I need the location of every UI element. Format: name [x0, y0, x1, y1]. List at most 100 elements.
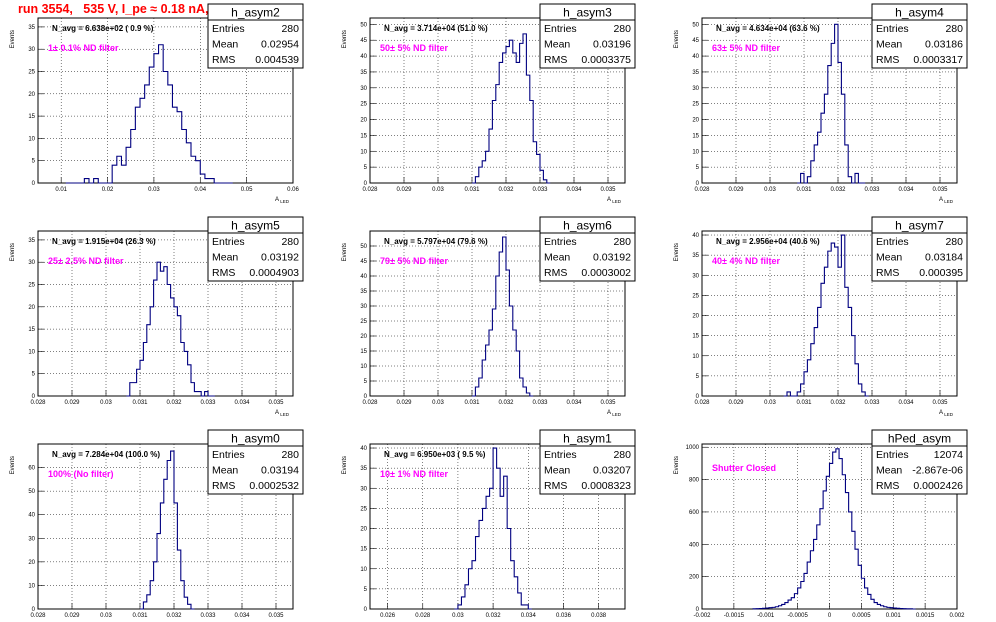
- filter-label: 79± 5% ND filter: [380, 256, 448, 266]
- histogram-panel: 0 10 20 30 40 50 60 0.028 0.029 0.03 0.031 0.032 0.0…: [10, 429, 304, 619]
- x-axis-label-subscript: LED: [943, 199, 954, 204]
- stats-box-frame: [871, 3, 968, 69]
- x-tick-label: 0.03: [432, 187, 444, 193]
- x-tick-label: 0.031: [464, 187, 480, 193]
- stats-title: h_asym7: [895, 219, 944, 233]
- y-tick-label: 50: [692, 22, 699, 28]
- y-tick-label: 0: [696, 181, 700, 187]
- navg-label: N_avg = 1.915e+04 (26.3 %): [52, 237, 156, 246]
- y-tick-label: 200: [689, 575, 700, 581]
- stats-label: RMS: [212, 267, 235, 279]
- x-tick-label: 0.035: [932, 400, 948, 406]
- x-tick-label: 0.001: [886, 613, 902, 619]
- stats-value: 280: [613, 236, 631, 248]
- x-axis-label-subscript: LED: [611, 199, 622, 204]
- x-tick-label: 0.029: [64, 613, 80, 619]
- y-axis-label: Events: [342, 30, 348, 48]
- navg-label: N_avg = 2.956e+04 (40.6 %): [716, 237, 820, 246]
- stats-label: Mean: [212, 39, 238, 51]
- histogram-line: [65, 44, 233, 184]
- x-tick-label: 0.03: [100, 613, 112, 619]
- y-tick-label: 15: [28, 114, 35, 120]
- x-tick-label: 0.028: [362, 400, 378, 406]
- stats-label: Mean: [544, 465, 570, 477]
- x-tick-label: 0.02: [102, 187, 114, 193]
- y-axis-label: Events: [674, 243, 680, 261]
- stats-box-frame: [207, 216, 304, 282]
- x-tick-label: 0.032: [498, 187, 514, 193]
- stats-value: 0.000395: [919, 267, 963, 279]
- histogram-line: [472, 33, 551, 184]
- y-tick-label: 5: [364, 587, 368, 593]
- stats-value: 0.0003317: [913, 54, 963, 66]
- x-tick-label: 0.034: [234, 400, 250, 406]
- y-tick-label: 800: [689, 478, 700, 484]
- y-tick-label: 40: [360, 274, 367, 280]
- stats-value: 280: [281, 236, 299, 248]
- y-tick-label: 1000: [686, 445, 700, 451]
- y-tick-label: 10: [360, 364, 367, 370]
- stats-box: h_asym7 Entries 280 Mean 0.03184 RMS 0.000395: [871, 216, 968, 282]
- x-tick-label: 0.031: [796, 400, 812, 406]
- x-tick-label: 0.028: [694, 400, 710, 406]
- y-tick-label: 15: [360, 349, 367, 355]
- histogram-line: [783, 234, 869, 397]
- stats-label: Entries: [876, 236, 909, 248]
- x-tick-label: 0.032: [166, 400, 182, 406]
- filter-label: 50± 5% ND filter: [380, 43, 448, 53]
- x-tick-label: 0.06: [287, 187, 299, 193]
- plot-frame: [701, 230, 958, 397]
- x-tick-label: 0.032: [166, 613, 182, 619]
- stats-value: 0.03192: [593, 252, 631, 264]
- stats-value: 0.03196: [593, 39, 631, 51]
- stats-title: h_asym2: [231, 6, 280, 20]
- x-tick-label: 0.032: [498, 400, 514, 406]
- x-tick-label: 0.034: [521, 613, 537, 619]
- y-tick-label: 30: [692, 273, 699, 279]
- stats-label: Entries: [876, 449, 909, 461]
- histogram-line: [752, 448, 916, 610]
- y-tick-label: 50: [360, 22, 367, 28]
- histogram-panel: 0 5 10 15 20 25 30 35 0.028 0.029 0.03 0.031 0.032 0.…: [10, 216, 304, 417]
- x-tick-label: 0.028: [694, 187, 710, 193]
- x-tick-label: 0.029: [396, 187, 412, 193]
- plot-frame: [701, 17, 958, 184]
- plot-frame: [37, 17, 294, 184]
- x-axis-label: A LED: [939, 410, 954, 417]
- navg-label: N_avg = 6.638e+02 ( 0.9 %): [52, 24, 154, 33]
- x-tick-label: 0.032: [486, 613, 502, 619]
- stats-value: 0.0008323: [581, 480, 631, 492]
- y-tick-label: 15: [28, 327, 35, 333]
- x-tick-label: 0.029: [64, 400, 80, 406]
- y-tick-label: 35: [360, 289, 367, 295]
- x-tick-label: 0.035: [268, 400, 284, 406]
- x-tick-label: 0: [828, 613, 832, 619]
- stats-value: 280: [281, 23, 299, 35]
- y-tick-label: 40: [692, 54, 699, 60]
- x-tick-label: 0.03: [100, 400, 112, 406]
- stats-value: 280: [281, 449, 299, 461]
- y-tick-label: 15: [360, 133, 367, 139]
- y-tick-label: 50: [360, 244, 367, 250]
- stats-label: RMS: [876, 480, 899, 492]
- y-tick-label: 25: [28, 283, 35, 289]
- stats-label: RMS: [544, 267, 567, 279]
- y-tick-label: 5: [696, 374, 700, 380]
- y-tick-label: 20: [28, 560, 35, 566]
- stats-value: 0.0003375: [581, 54, 631, 66]
- histogram-line: [472, 236, 534, 397]
- stats-value: 0.0002532: [249, 480, 299, 492]
- y-tick-label: 25: [692, 293, 699, 299]
- histogram-panel: 0 5 10 15 20 25 30 35 40 45 50 0.028 0.029 0.03 0.031 0…: [674, 3, 968, 204]
- y-tick-label: 45: [692, 38, 699, 44]
- x-tick-label: -0.0005: [787, 613, 808, 619]
- y-tick-label: 10: [360, 149, 367, 155]
- stats-value: -2.867e-06: [912, 465, 963, 477]
- x-tick-label: 0.028: [362, 187, 378, 193]
- y-tick-label: 25: [360, 102, 367, 108]
- stats-label: Entries: [876, 23, 909, 35]
- y-tick-label: 20: [360, 527, 367, 533]
- x-tick-label: 0.035: [600, 400, 616, 406]
- stats-value: 0.03194: [261, 465, 299, 477]
- x-axis-label-subscript: LED: [279, 412, 290, 417]
